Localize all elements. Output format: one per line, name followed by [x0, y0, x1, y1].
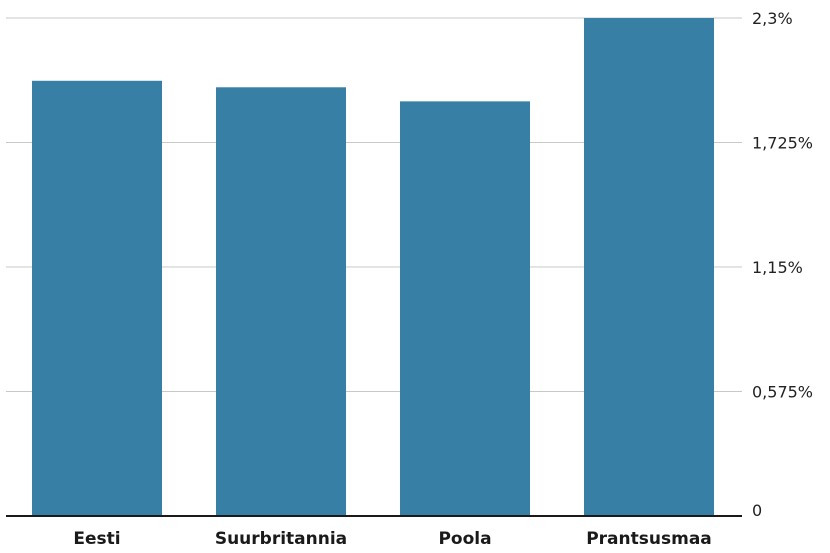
bar-eesti	[32, 80, 162, 516]
bar-suurbritannia	[216, 87, 346, 516]
y-tick-label: 0	[752, 501, 762, 520]
y-tick-label: 2,3%	[752, 9, 793, 28]
bar-prantsusmaa	[584, 18, 714, 516]
y-tick-label: 0,575%	[752, 383, 813, 402]
x-axis-labels: Eesti Suurbritannia Poola Prantsusmaa	[73, 529, 711, 549]
x-category-label: Prantsusmaa	[586, 529, 712, 549]
y-tick-label: 1,725%	[752, 134, 813, 153]
y-tick-label: 1,15%	[752, 258, 803, 277]
bar-poola	[400, 101, 530, 516]
bars	[32, 18, 714, 516]
x-category-label: Suurbritannia	[215, 529, 347, 549]
x-category-label: Eesti	[73, 529, 120, 549]
y-axis-ticks: 0 0,575% 1,15% 1,725% 2,3%	[752, 9, 813, 520]
x-category-label: Poola	[438, 529, 491, 549]
